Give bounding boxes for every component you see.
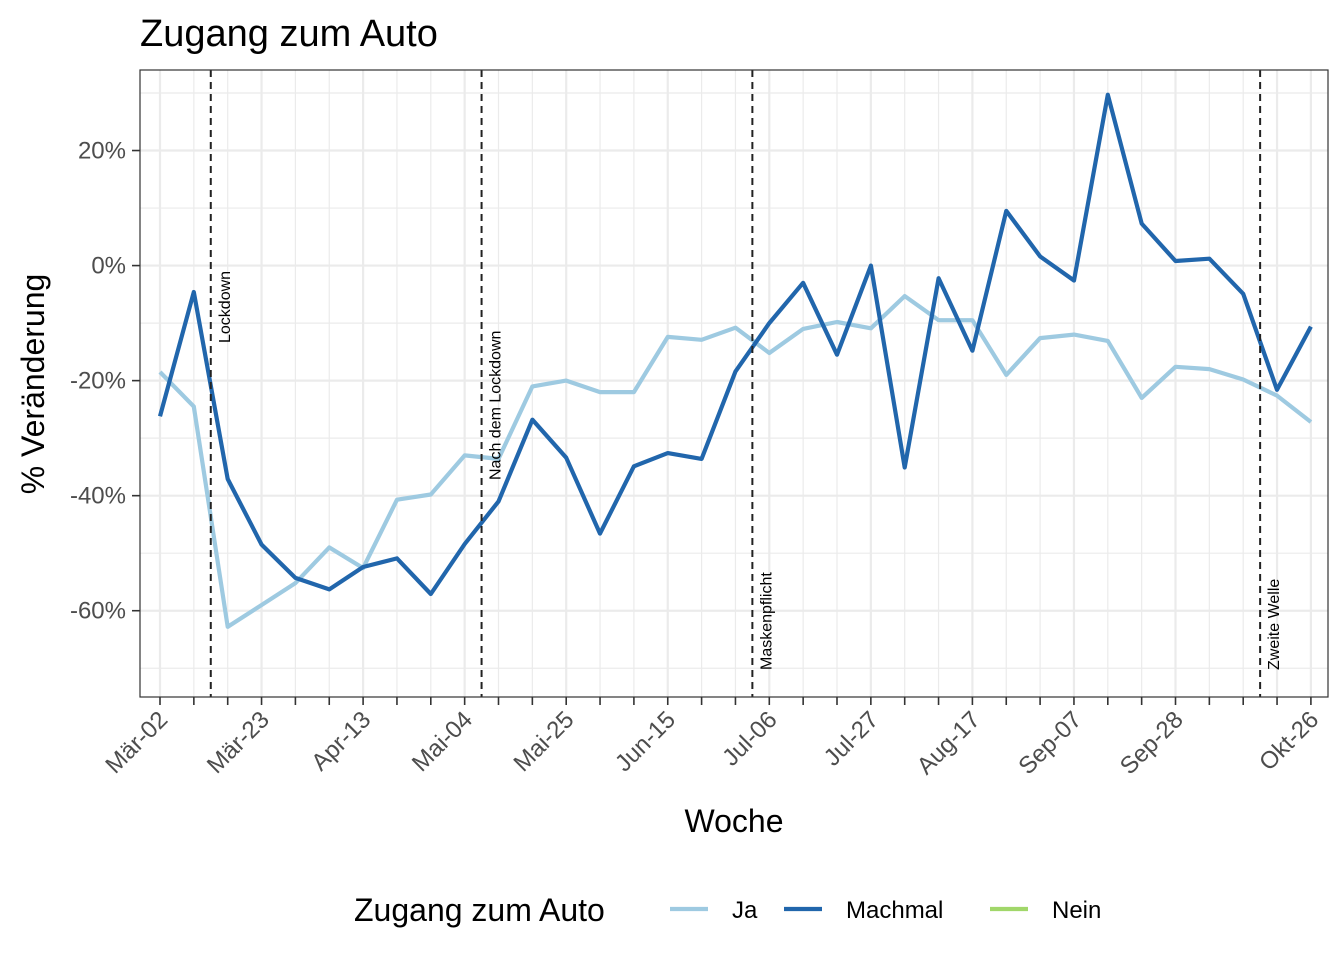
chart-title: Zugang zum Auto	[140, 13, 438, 55]
legend-title: Zugang zum Auto	[354, 892, 605, 928]
event-label: Zweite Welle	[1266, 579, 1283, 670]
series-line-ja	[158, 294, 1313, 629]
x-tick-label: Sep-28	[1115, 706, 1189, 780]
y-tick-label: 20%	[78, 138, 126, 165]
major-grid	[140, 70, 1328, 697]
x-tick-label: Jul-27	[819, 706, 884, 771]
y-axis: 20% 0% -20% -40% -60%	[70, 138, 140, 625]
x-tick-label: Jul-06	[717, 706, 782, 771]
y-tick-label: -40%	[70, 483, 126, 510]
x-tick-label: Mär-02	[100, 706, 173, 779]
event-lines: Lockdown Nach dem Lockdown Maskenpflicht Zw…	[209, 70, 1283, 697]
legend: Zugang zum Auto Ja Machmal Nein	[354, 892, 1101, 928]
legend-label-nein: Nein	[1052, 897, 1101, 924]
x-tick-label: Aug-17	[912, 706, 986, 780]
x-tick-label: Mär-23	[202, 706, 275, 779]
legend-label-ja: Ja	[732, 897, 758, 924]
x-tick-label: Apr-13	[306, 706, 376, 776]
x-tick-label: Mai-04	[407, 706, 478, 777]
y-tick-label: 0%	[91, 253, 126, 280]
y-axis-title: % Veränderung	[15, 274, 51, 495]
x-tick-label: Okt-26	[1254, 706, 1324, 776]
series-lines	[157, 92, 1313, 629]
x-tick-label: Mai-25	[508, 706, 579, 777]
event-label: Lockdown	[217, 271, 234, 343]
event-label: Nach dem Lockdown	[488, 331, 505, 480]
plot-panel-border	[139, 69, 1329, 698]
series-line-machmal	[157, 92, 1313, 597]
y-tick-label: -60%	[70, 598, 126, 625]
y-tick-label: -20%	[70, 368, 126, 395]
x-tick-label: Jun-15	[610, 706, 681, 777]
x-tick-label: Sep-07	[1013, 706, 1087, 780]
event-label: Maskenpflicht	[758, 572, 775, 670]
x-axis-title: Woche	[684, 803, 783, 839]
legend-label-machmal: Machmal	[846, 897, 943, 924]
minor-grid	[140, 70, 1328, 697]
x-axis: Mär-02 Mär-23 Apr-13 Mai-04 Mai-25 Jun-15 Jul-…	[100, 697, 1324, 780]
